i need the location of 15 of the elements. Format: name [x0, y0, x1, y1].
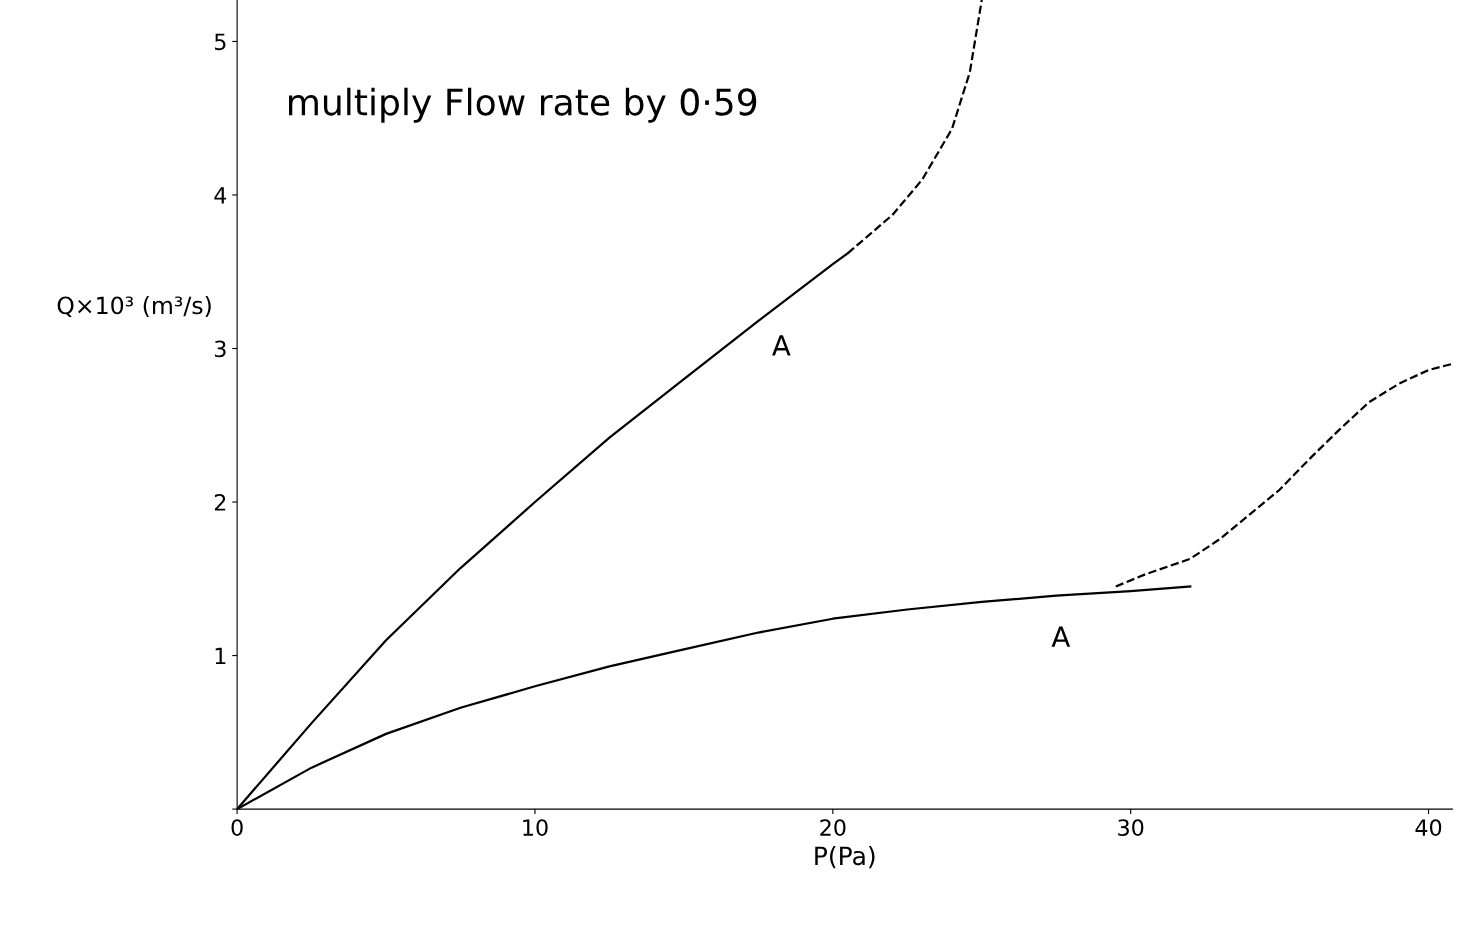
x-tick-label: 30 — [1118, 819, 1144, 837]
y-tick-label: 5 — [214, 33, 226, 51]
y-axis-title: Q×10³ (m³/s) — [57, 296, 211, 318]
y-tick-label: 4 — [214, 187, 227, 204]
y-tick-label: 2 — [214, 493, 226, 511]
x-tick-label: 20 — [820, 819, 846, 837]
x-axis-title: P(Pa) — [815, 845, 875, 869]
annotation: A — [1051, 626, 1071, 647]
x-tick-label: 0 — [231, 819, 243, 837]
annotation: multiply Flow rate by 0·59 — [289, 87, 757, 123]
x-tick-label: 10 — [523, 819, 548, 837]
y-tick-label: 1 — [215, 647, 226, 665]
y-tick-label: 3 — [214, 340, 226, 358]
x-tick-label: 40 — [1415, 819, 1442, 837]
annotation: A — [772, 335, 791, 356]
